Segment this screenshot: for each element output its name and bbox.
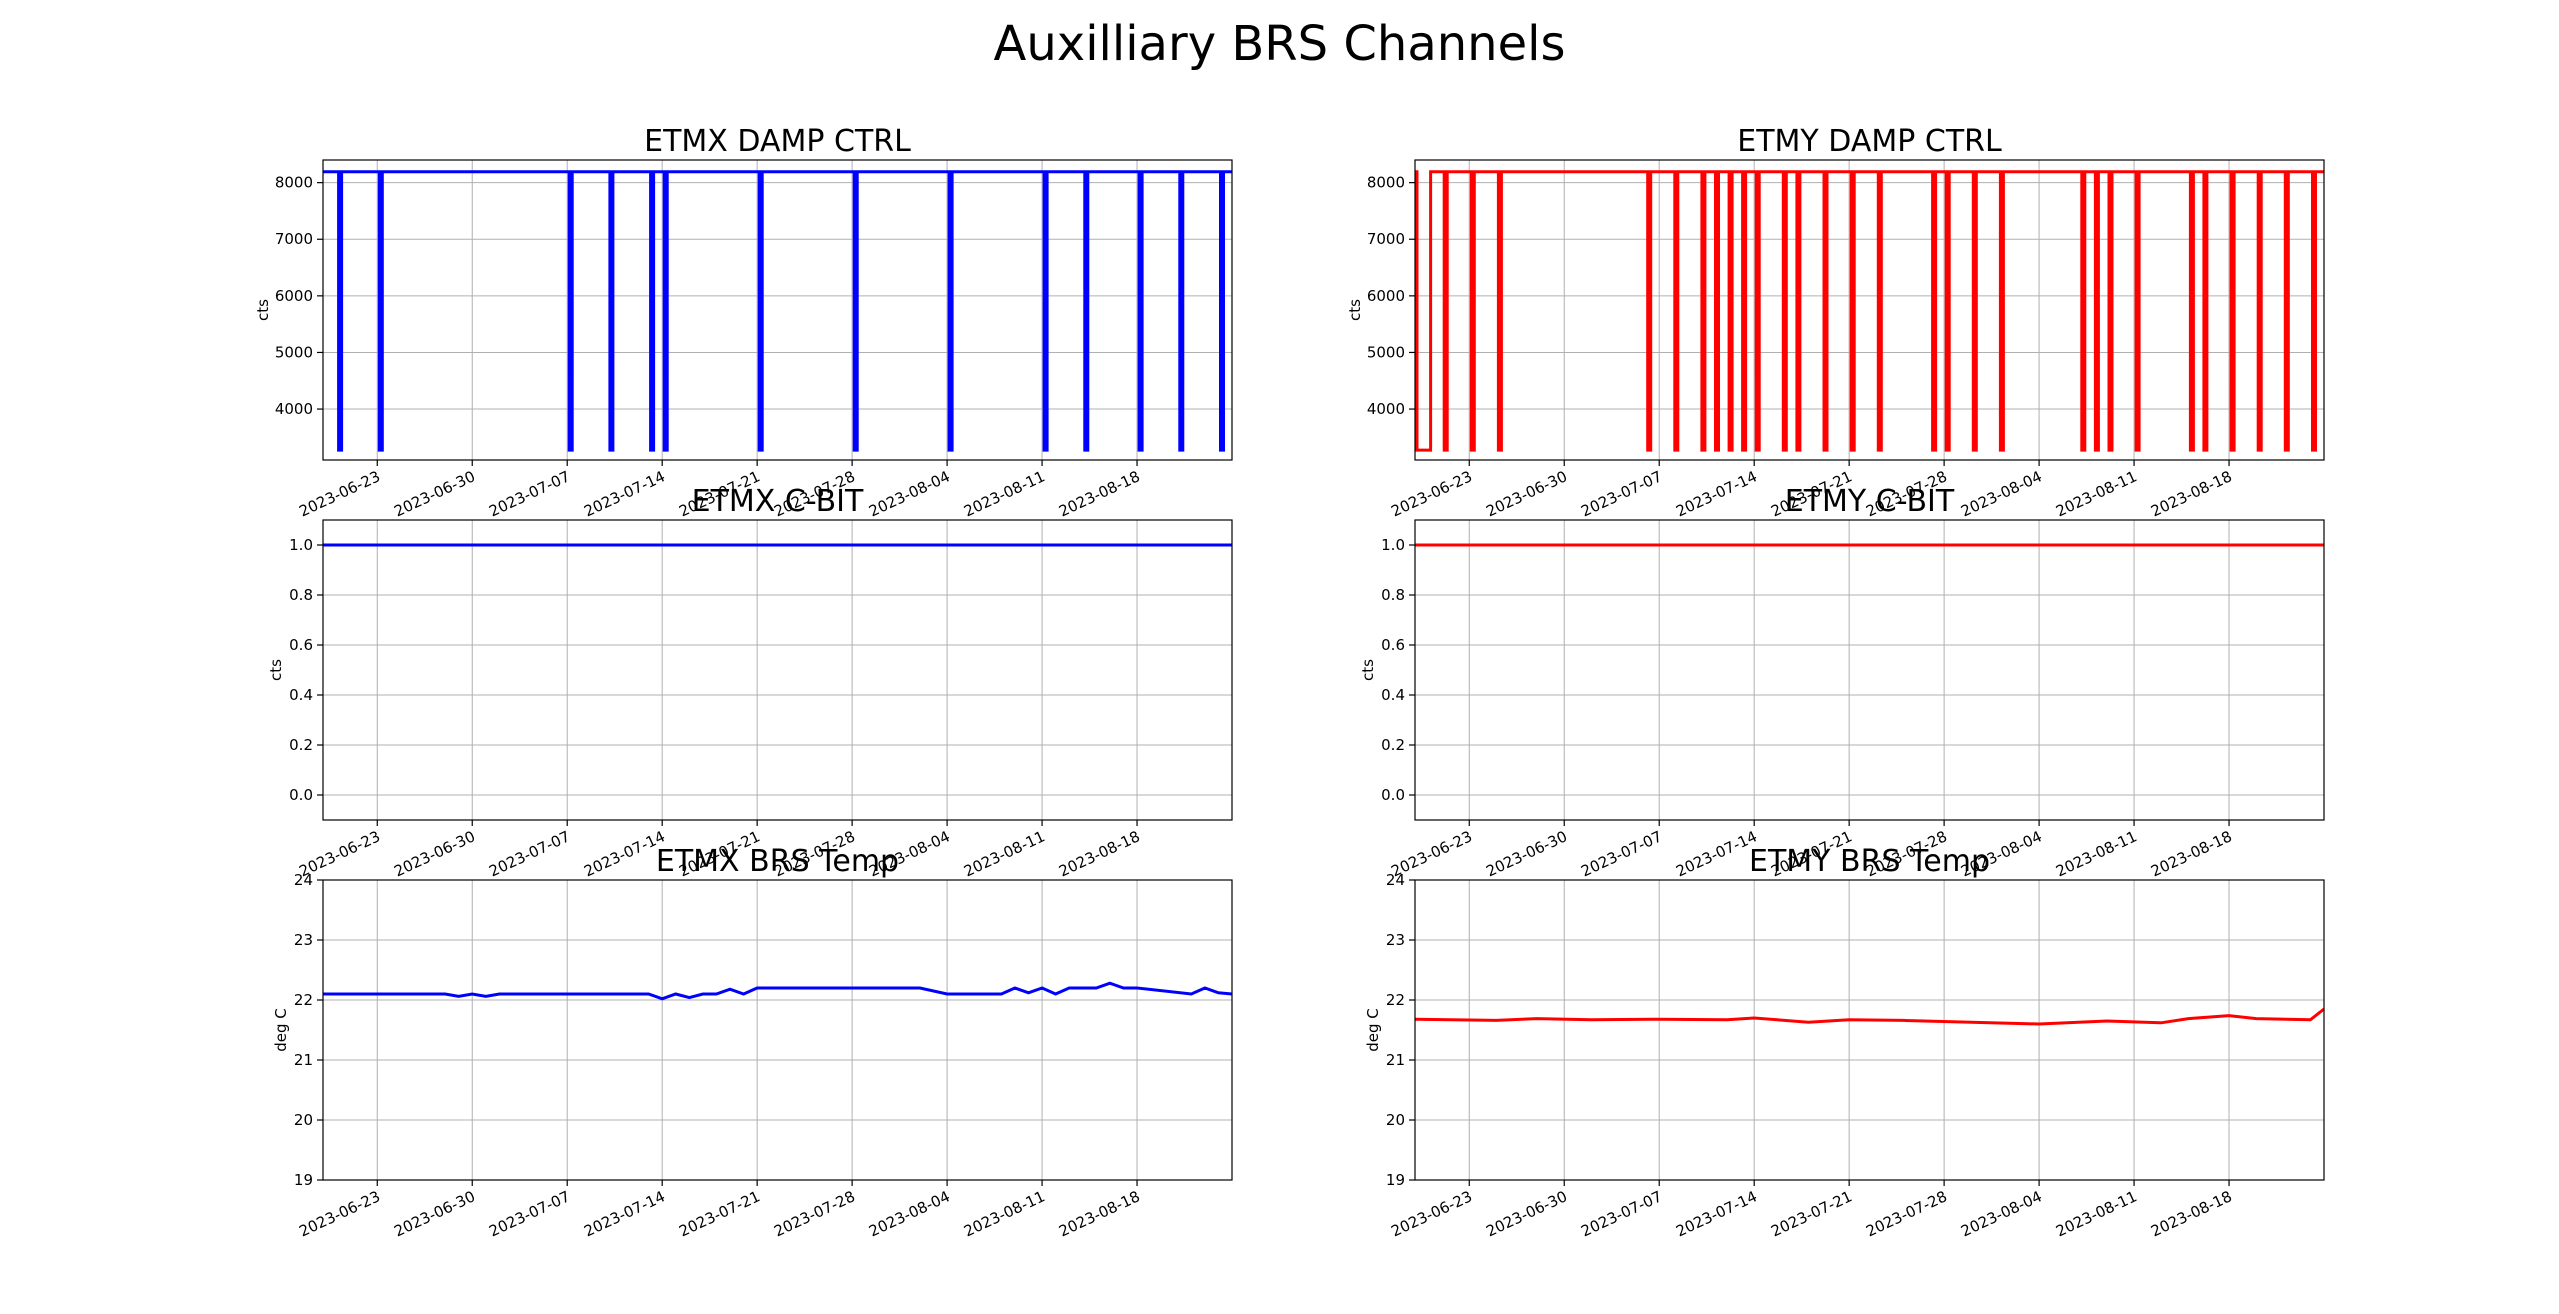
grid-etmx-cbit [323,520,1232,820]
ytick-label: 4000 [1367,400,1405,418]
series-etmx-temp [323,981,1233,1001]
ytick-label: 19 [1386,1171,1405,1189]
ytick-label: 23 [294,931,313,949]
ylabel-etmx-cbit: cts [267,659,285,681]
ytick-label: 1.0 [1381,536,1405,554]
series-line-etmy-temp [1414,1007,2325,1026]
series-line-etmy-damp [1415,170,2324,452]
yticks-etmx-damp: 4000 5000 6000 7000 8000 [275,174,323,418]
yticks-etmy-temp: 19 20 21 22 23 24 [1386,871,1415,1189]
panel-title-etmx-damp: ETMX DAMP CTRL [644,124,911,159]
ytick-label: 24 [294,871,313,889]
ytick-label: 21 [1386,1051,1405,1069]
ytick-label: 20 [294,1111,313,1129]
ylabel-etmy-cbit: cts [1359,659,1377,681]
panel-title-etmy-damp: ETMY DAMP CTRL [1737,124,2002,159]
series-line-etmx-temp [323,981,1233,1001]
ytick-label: 8000 [1367,174,1405,192]
yticks-etmx-temp: 19 20 21 22 23 24 [294,871,323,1189]
panel-title-etmy-temp: ETMY BRS Temp [1749,844,1990,879]
yticks-etmy-cbit: 0.0 0.2 0.4 0.6 0.8 1.0 [1381,536,1415,804]
ytick-label: 0.6 [289,636,313,654]
panel-title-etmx-temp: ETMX BRS Temp [656,844,899,879]
yticks-etmy-damp: 4000 5000 6000 7000 8000 [1367,174,1415,418]
ytick-label: 0.6 [1381,636,1405,654]
ytick-label: 0.0 [1381,786,1405,804]
series-line-etmx-damp [323,170,1232,452]
yticks-etmx-cbit: 0.0 0.2 0.4 0.6 0.8 1.0 [289,536,323,804]
ytick-label: 4000 [275,400,313,418]
ytick-label: 24 [1386,871,1405,889]
grid-etmx-damp [323,160,1232,460]
axes-frame-etmy-damp [1414,159,2325,461]
ytick-label: 8000 [275,174,313,192]
ytick-label: 23 [1386,931,1405,949]
ytick-label: 6000 [1367,287,1405,305]
grid-etmy-damp [1415,160,2324,460]
ytick-label: 5000 [1367,343,1405,361]
ylabel-etmx-damp: cts [254,299,272,321]
ytick-label: 0.0 [289,786,313,804]
series-etmy-temp [1414,1007,2325,1026]
axes-frame-etmx-temp [322,879,1233,1181]
series-etmy-damp [1415,170,2324,452]
panel-title-etmx-cbit: ETMX C-BIT [692,484,864,519]
axes-frame-etmx-cbit [322,519,1233,821]
axes-frame-etmy-cbit [1414,519,2325,821]
ytick-label: 22 [294,991,313,1009]
ytick-label: 7000 [1367,230,1405,248]
ytick-label: 0.2 [1381,736,1405,754]
ylabel-etmy-damp: cts [1346,299,1364,321]
ylabel-etmy-temp: deg C [1364,1008,1382,1052]
panel-title-etmy-cbit: ETMY C-BIT [1785,484,1955,519]
ytick-label: 0.8 [1381,586,1405,604]
axes-frame-etmy-temp [1414,879,2325,1181]
ytick-label: 0.4 [1381,686,1405,704]
axes-frame-etmx-damp [322,159,1233,461]
ytick-label: 0.2 [289,736,313,754]
ytick-label: 0.8 [289,586,313,604]
ytick-label: 0.4 [289,686,313,704]
ytick-label: 20 [1386,1111,1405,1129]
ytick-label: 21 [294,1051,313,1069]
ytick-label: 6000 [275,287,313,305]
ytick-label: 19 [294,1171,313,1189]
ytick-label: 22 [1386,991,1405,1009]
figure-suptitle: Auxilliary BRS Channels [994,16,1566,72]
ytick-label: 5000 [275,343,313,361]
ytick-label: 1.0 [289,536,313,554]
ytick-label: 7000 [275,230,313,248]
ylabel-etmx-temp: deg C [272,1008,290,1052]
series-etmx-damp [323,170,1232,452]
